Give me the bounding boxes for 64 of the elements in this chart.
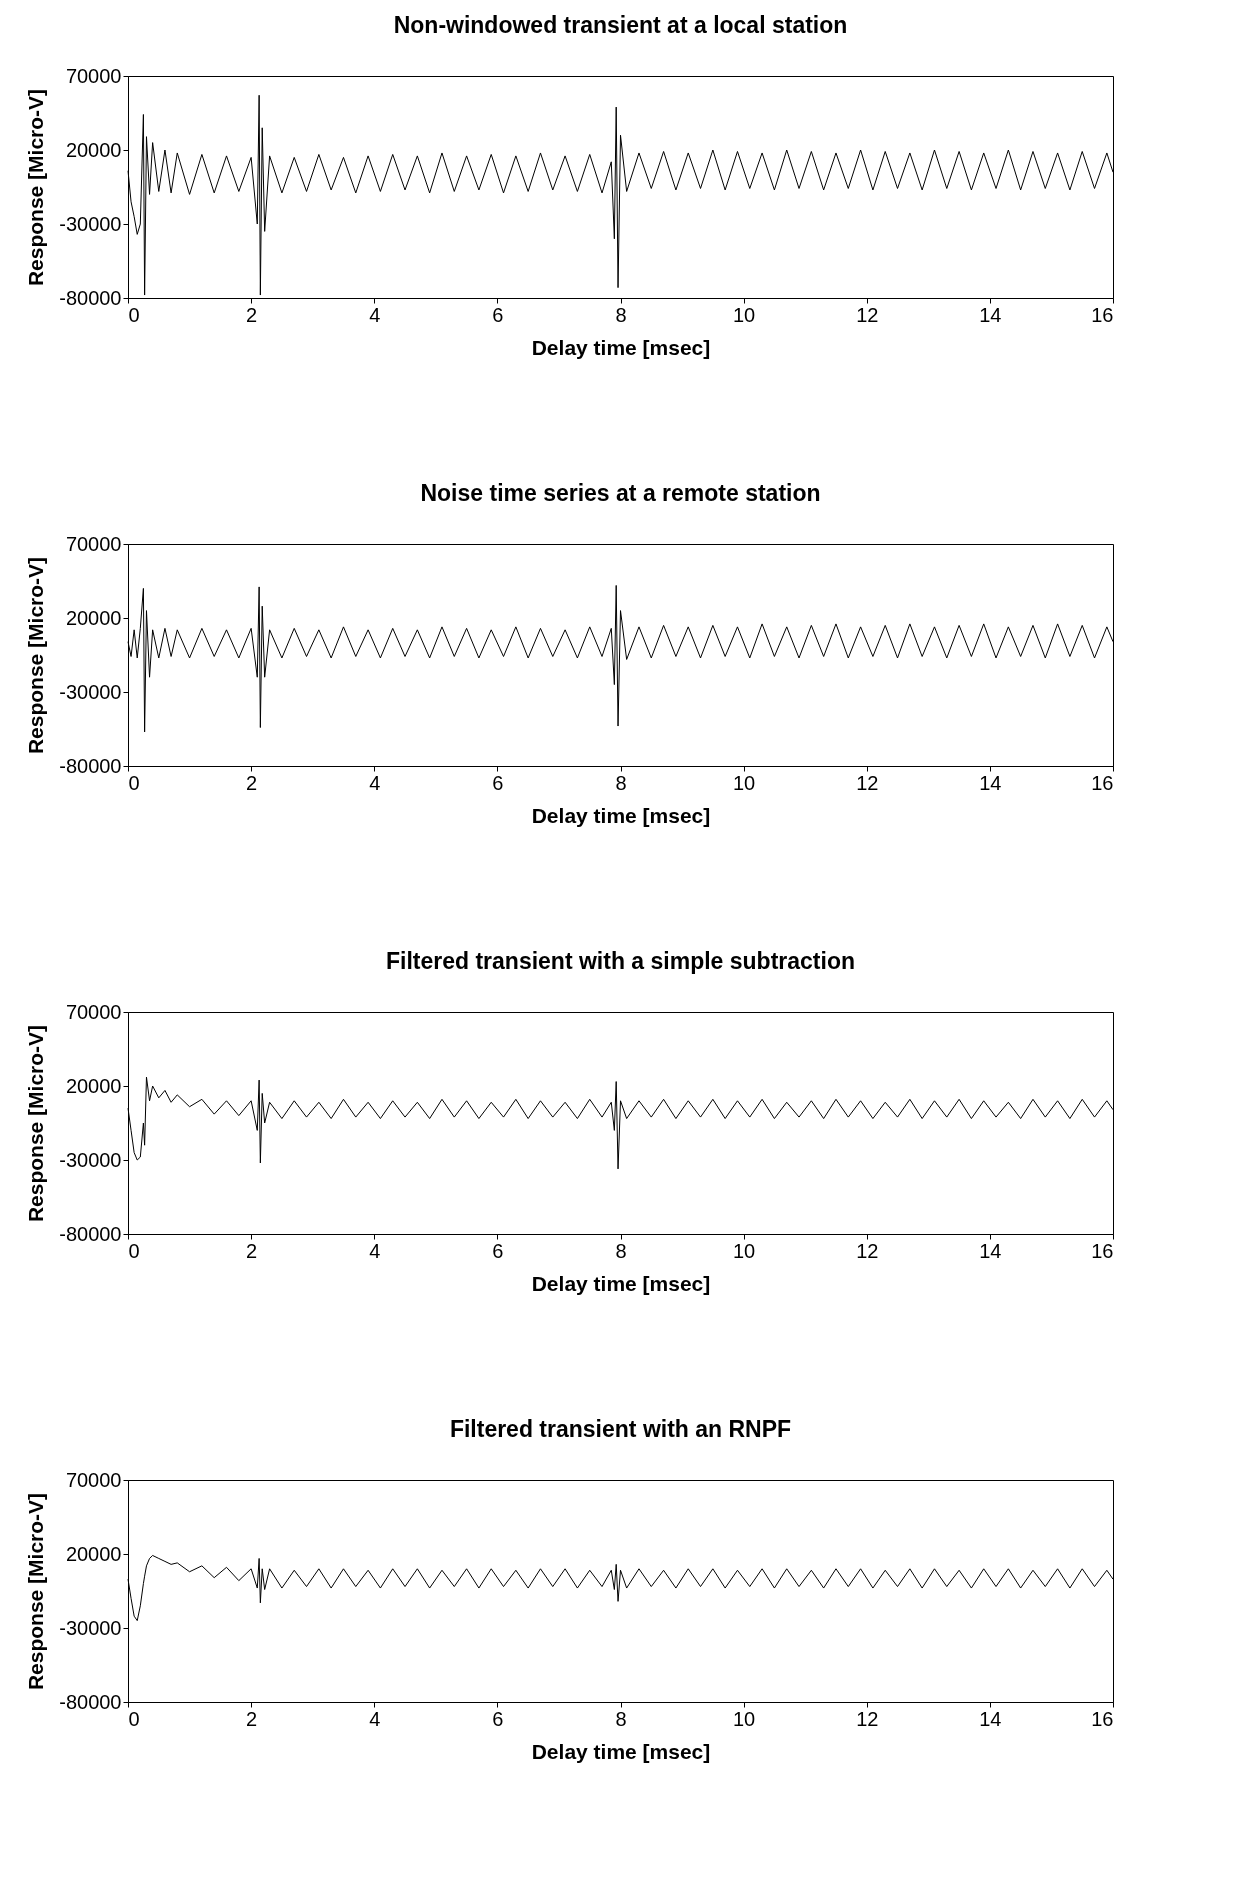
x-tick-label: 0: [128, 771, 140, 794]
y-tick-label: 20000: [65, 138, 122, 161]
x-tick-label: 14: [979, 771, 1002, 794]
x-tick-label: 14: [979, 1239, 1002, 1262]
y-tick-label: 70000: [65, 1468, 122, 1491]
x-tick-label: 12: [856, 771, 879, 794]
y-axis-title: Response [Micro-V]: [24, 1492, 48, 1691]
x-tick-label: 2: [246, 1707, 258, 1730]
x-tick-label: 0: [128, 1707, 140, 1730]
y-tick-label: 70000: [65, 1000, 122, 1023]
x-tick-label: 2: [246, 771, 258, 794]
x-tick-label: 0: [128, 303, 140, 326]
y-tick-label: -30000: [59, 1616, 122, 1639]
y-tick-label: -80000: [59, 754, 122, 777]
y-tick-label: 20000: [65, 606, 122, 629]
x-tick-label: 10: [733, 771, 756, 794]
x-tick-label: 12: [856, 303, 879, 326]
x-tick-label: 4: [369, 1239, 381, 1262]
y-tick-label: -80000: [59, 1222, 122, 1245]
x-tick-label: 16: [1091, 303, 1114, 326]
y-axis-title: Response [Micro-V]: [24, 88, 48, 287]
y-tick-label: -80000: [59, 1690, 122, 1713]
y-axis-title: Response [Micro-V]: [24, 1024, 48, 1223]
x-tick-label: 4: [369, 1707, 381, 1730]
y-tick-label: -30000: [59, 680, 122, 703]
y-tick-label: -80000: [59, 286, 122, 309]
x-tick-label: 16: [1091, 1239, 1114, 1262]
x-tick-label: 16: [1091, 1707, 1114, 1730]
x-tick-label: 4: [369, 303, 381, 326]
x-tick-label: 8: [615, 771, 627, 794]
x-tick-label: 16: [1091, 771, 1114, 794]
x-tick-label: 12: [856, 1239, 879, 1262]
x-tick-label: 10: [733, 1239, 756, 1262]
x-tick-label: 6: [492, 303, 504, 326]
chart-title: Non-windowed transient at a local station: [393, 12, 848, 38]
x-tick-label: 8: [615, 1239, 627, 1262]
x-tick-label: 8: [615, 1707, 627, 1730]
x-tick-label: 2: [246, 303, 258, 326]
x-tick-label: 10: [733, 1707, 756, 1730]
x-axis-title: Delay time [msec]: [531, 1271, 711, 1295]
y-tick-label: 70000: [65, 64, 122, 87]
x-tick-label: 10: [733, 303, 756, 326]
y-tick-label: -30000: [59, 1148, 122, 1171]
y-tick-label: 20000: [65, 1074, 122, 1097]
chart-title: Noise time series at a remote station: [420, 480, 821, 506]
y-tick-label: 20000: [65, 1542, 122, 1565]
x-tick-label: 6: [492, 771, 504, 794]
y-axis-title: Response [Micro-V]: [24, 556, 48, 755]
y-tick-label: 70000: [65, 532, 122, 555]
x-tick-label: 6: [492, 1707, 504, 1730]
x-tick-label: 14: [979, 303, 1002, 326]
x-tick-label: 8: [615, 303, 627, 326]
x-tick-label: 0: [128, 1239, 140, 1262]
chart-title: Filtered transient with a simple subtraction: [385, 948, 856, 974]
x-tick-label: 12: [856, 1707, 879, 1730]
x-tick-label: 6: [492, 1239, 504, 1262]
x-axis-title: Delay time [msec]: [531, 1739, 711, 1763]
y-tick-label: -30000: [59, 212, 122, 235]
x-axis-title: Delay time [msec]: [531, 335, 711, 359]
x-tick-label: 14: [979, 1707, 1002, 1730]
x-axis-title: Delay time [msec]: [531, 803, 711, 827]
chart-title: Filtered transient with an RNPF: [449, 1416, 792, 1442]
x-tick-label: 2: [246, 1239, 258, 1262]
x-tick-label: 4: [369, 771, 381, 794]
